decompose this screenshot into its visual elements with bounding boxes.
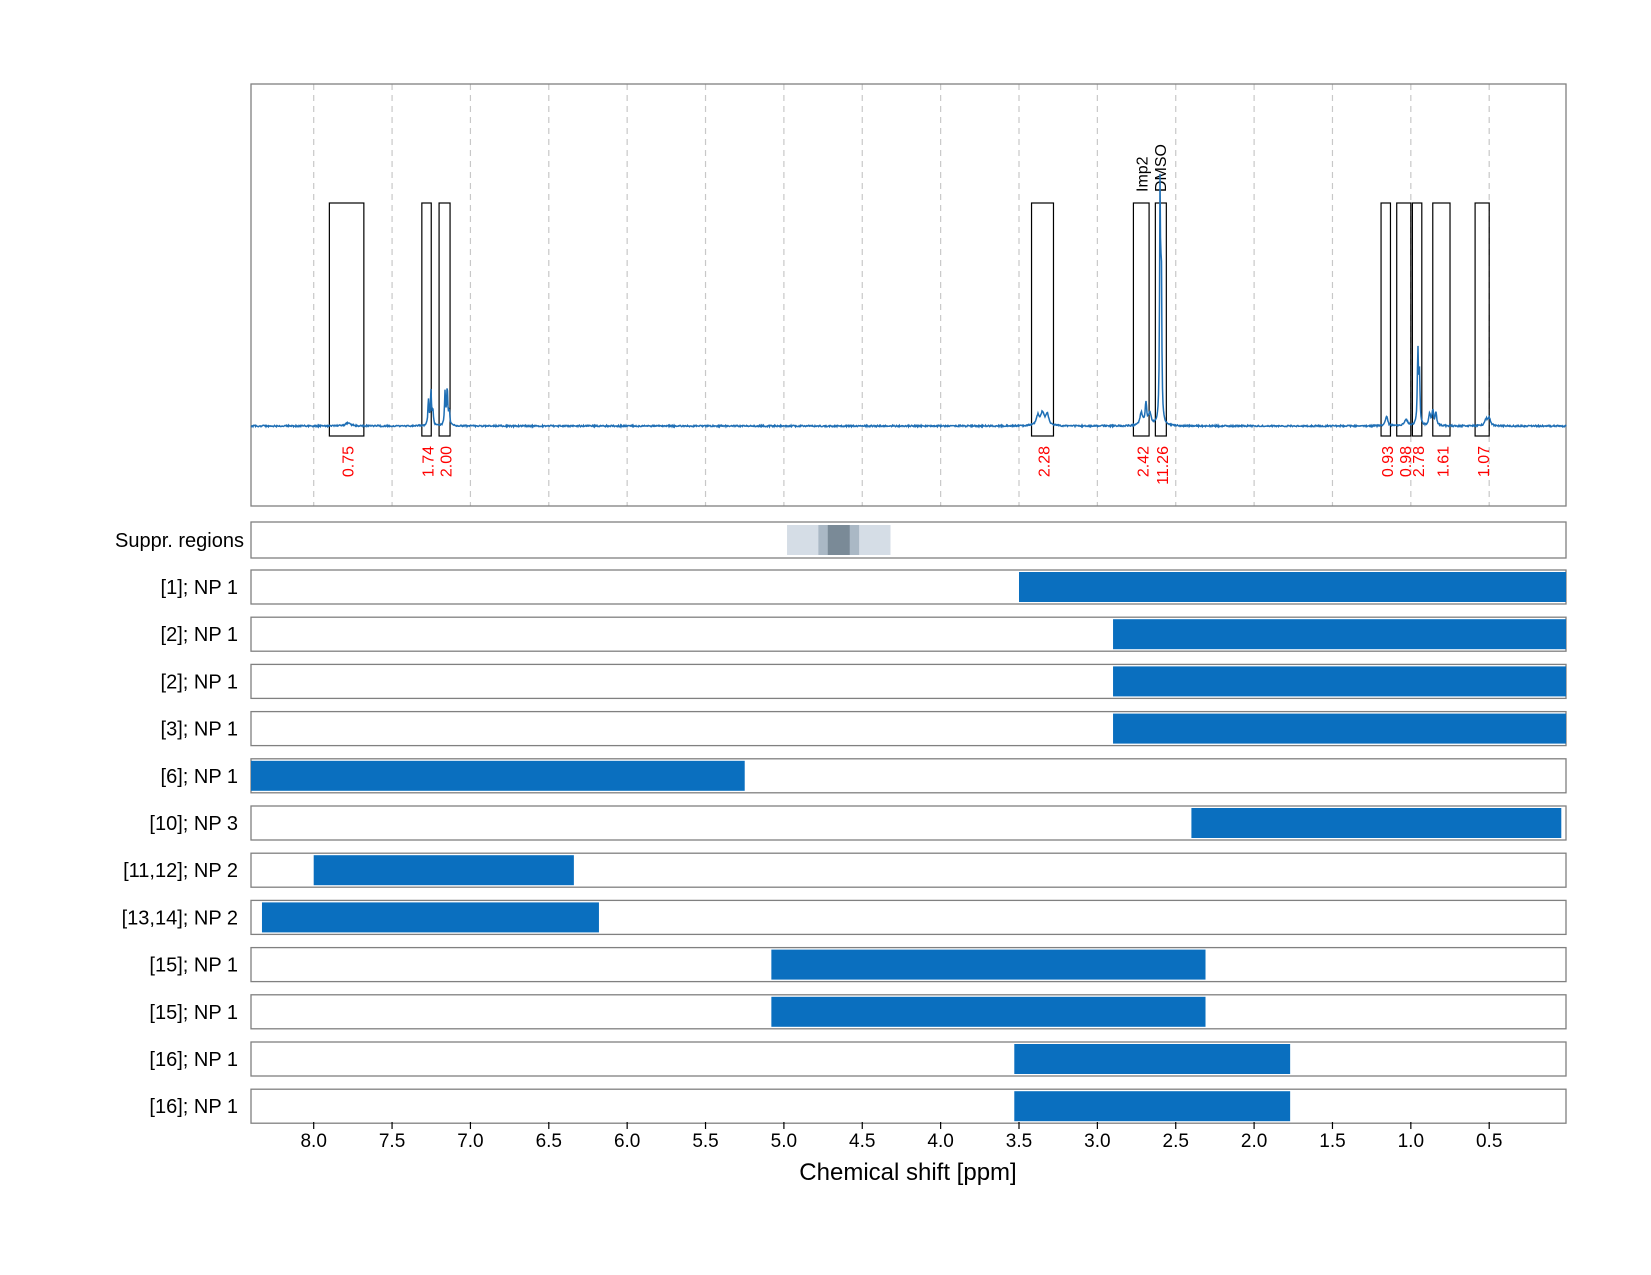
x-tick-label: 8.0 <box>300 1131 326 1152</box>
range-bar <box>261 902 599 933</box>
range-bar-label: [13,14]; NP 2 <box>122 907 238 929</box>
x-tick-label: 4.0 <box>927 1131 953 1152</box>
range-bar <box>1113 713 1566 744</box>
integral-value: 0.75 <box>341 446 358 477</box>
range-bar-label: [16]; NP 1 <box>149 1049 238 1071</box>
integral-value: 2.00 <box>439 446 456 477</box>
range-bar <box>1113 666 1566 697</box>
integral-value: 1.74 <box>421 446 438 477</box>
integration-region <box>1474 202 1490 437</box>
range-bar <box>251 760 745 791</box>
x-tick-label: 6.0 <box>614 1131 640 1152</box>
range-bar-label: [10]; NP 3 <box>149 813 238 835</box>
spectrum-frame <box>250 83 1567 507</box>
x-tick-label: 4.5 <box>849 1131 875 1152</box>
integral-value: 11.26 <box>1155 446 1172 485</box>
x-tick-label: 0.5 <box>1476 1131 1502 1152</box>
x-tick-label: 7.0 <box>457 1131 483 1152</box>
x-tick-label: 1.5 <box>1319 1131 1345 1152</box>
peak-annotation: DMSO <box>1153 144 1170 192</box>
x-axis: 8.0 7.5 7.0 6.5 6.0 5.5 5.0 4.5 4.0 3.5 3.0 2.5 2.0 1… <box>300 1122 1502 1152</box>
x-tick-label: 6.5 <box>536 1131 562 1152</box>
integration-region <box>1411 202 1423 437</box>
integration-region <box>328 202 365 437</box>
integral-value: 0.98 <box>1398 446 1415 477</box>
spectrum-panel: 0.75 1.74 2.00 2.28 2.42 11.26 0.93 0.982.78 1.6… <box>250 83 1567 507</box>
integral-value: 1.61 <box>1435 446 1452 477</box>
integration-region <box>1396 202 1412 437</box>
integral-value: 2.42 <box>1135 446 1152 477</box>
x-tick-label: 5.5 <box>692 1131 718 1152</box>
spectrum-line <box>250 173 1567 429</box>
integration-region <box>421 202 432 437</box>
range-bar-label: [15]; NP 1 <box>149 955 238 977</box>
range-bar-label: [3]; NP 1 <box>161 719 238 741</box>
range-bar <box>771 949 1206 980</box>
range-bar <box>1014 1044 1291 1074</box>
range-bar-label: [6]; NP 1 <box>161 766 238 788</box>
integration-region <box>1432 202 1451 437</box>
range-bar-label: [16]; NP 1 <box>149 1096 238 1118</box>
range-bar-label: [2]; NP 1 <box>161 671 238 693</box>
integration-region <box>1380 202 1392 437</box>
integral-value: 1.07 <box>1476 446 1493 477</box>
x-tick-label: 5.0 <box>771 1131 797 1152</box>
suppression-panel: Suppr. regions <box>115 521 1567 559</box>
range-bar <box>1191 808 1562 838</box>
integral-value: 0.93 <box>1380 446 1397 477</box>
range-bar <box>1018 572 1566 602</box>
range-bar-label: [2]; NP 1 <box>161 624 238 646</box>
peak-annotation: Imp2 <box>1134 156 1151 192</box>
range-bar <box>1014 1091 1291 1122</box>
range-bar-label: [15]; NP 1 <box>149 1002 238 1024</box>
integral-value: 2.28 <box>1037 446 1054 477</box>
range-bar-label: [11,12]; NP 2 <box>123 860 238 882</box>
integral-value: 2.78 <box>1411 446 1428 477</box>
x-axis-label: Chemical shift [ppm] <box>799 1159 1016 1186</box>
integration-region <box>1132 202 1150 437</box>
integration-region <box>438 202 451 437</box>
grid-lines <box>313 84 1490 506</box>
x-tick-label: 2.5 <box>1163 1131 1189 1152</box>
suppression-label: Suppr. regions <box>115 530 244 552</box>
range-bar-label: [1]; NP 1 <box>161 577 238 599</box>
range-row-frame <box>250 1041 1567 1077</box>
x-tick-label: 2.0 <box>1241 1131 1267 1152</box>
x-tick-label: 3.5 <box>1006 1131 1032 1152</box>
range-bar <box>313 855 574 886</box>
range-bars-panel: [1]; NP 1 [2]; NP 1 [2]; NP 1 [3]; NP 1 [6];… <box>122 569 1567 1124</box>
x-tick-label: 3.0 <box>1084 1131 1110 1152</box>
suppression-frame <box>250 521 1567 559</box>
range-bar <box>771 996 1206 1027</box>
suppression-band <box>827 525 850 555</box>
x-tick-label: 7.5 <box>379 1131 405 1152</box>
range-bar <box>1113 619 1566 650</box>
x-tick-label: 1.0 <box>1398 1131 1424 1152</box>
integration-region <box>1030 202 1055 437</box>
range-row-frame <box>250 1088 1567 1124</box>
